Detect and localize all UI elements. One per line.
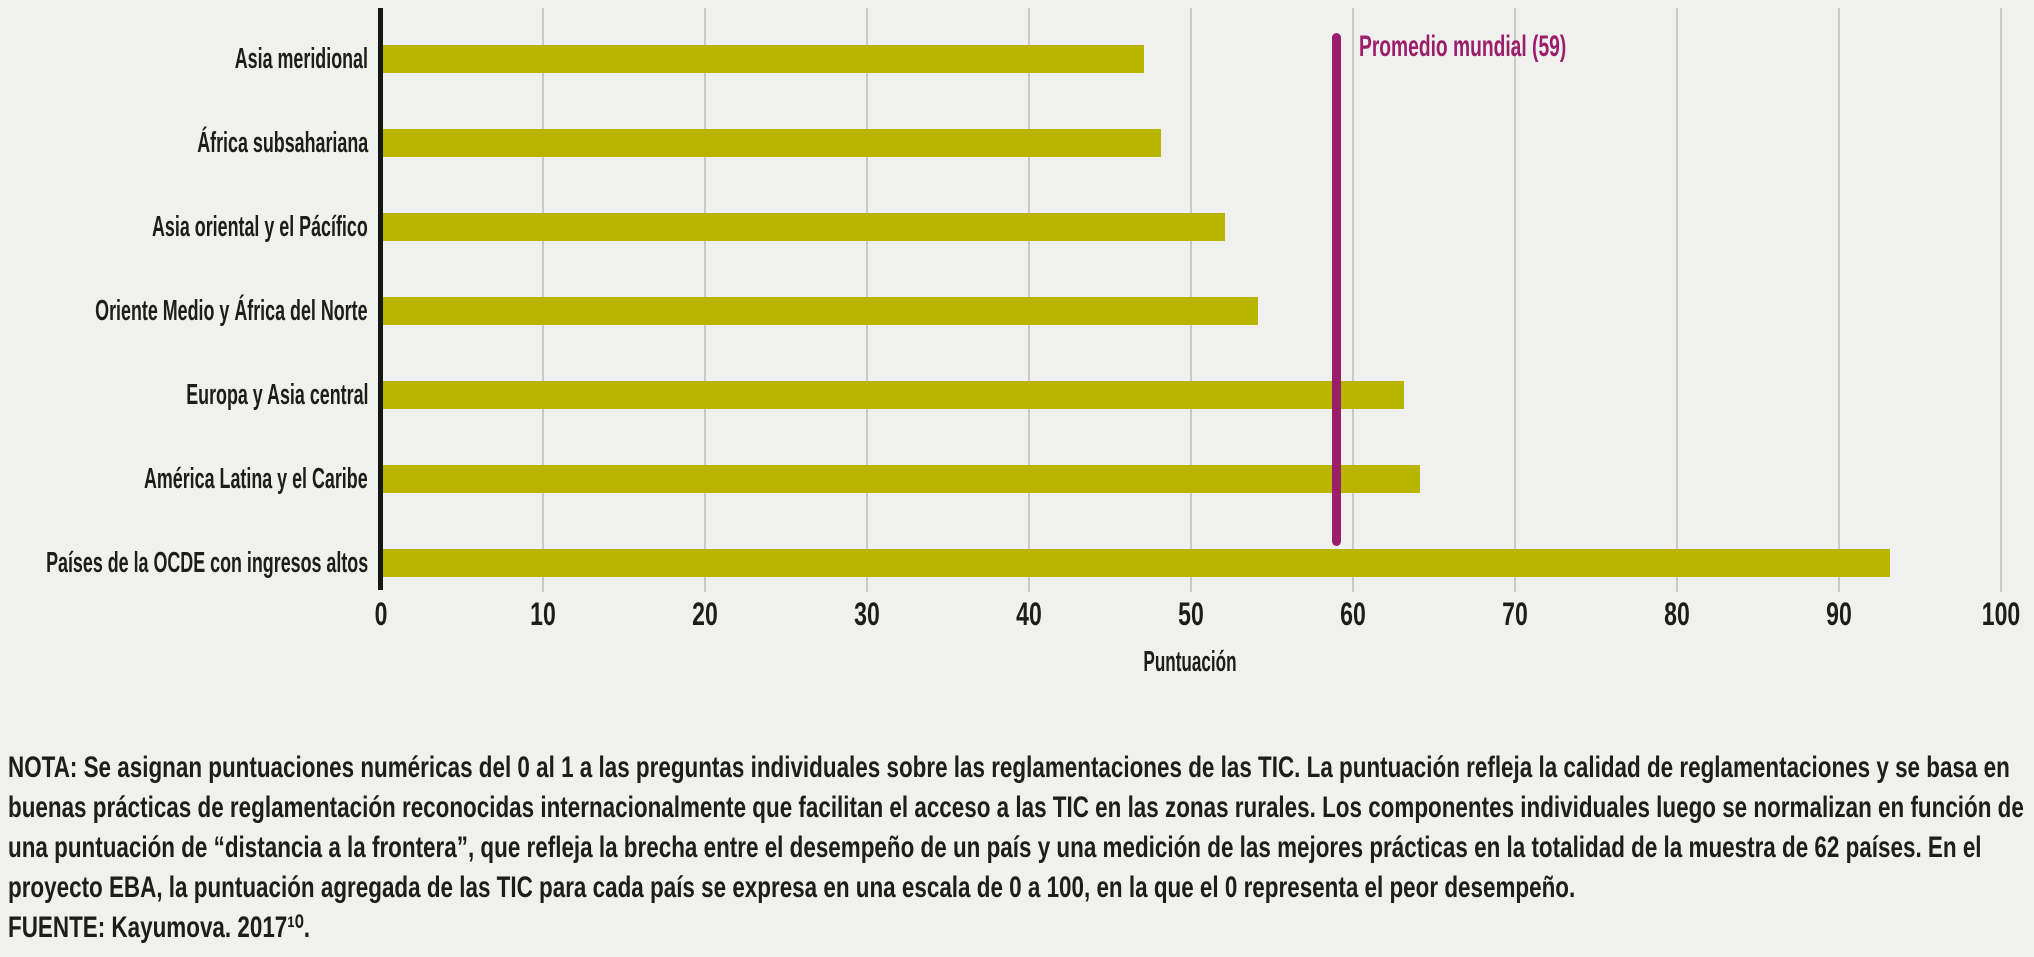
- x-tick-label: 70: [1502, 596, 1528, 632]
- x-tick-label: 80: [1664, 596, 1690, 632]
- x-tick-label: 100: [1981, 596, 2021, 632]
- category-label: América Latina y el Caribe: [144, 463, 368, 495]
- category-label: Países de la OCDE con ingresos altos: [45, 547, 368, 579]
- y-axis-line: [378, 8, 383, 590]
- category-label: Asia meridional: [234, 43, 368, 75]
- gridline: [1352, 8, 1354, 592]
- gridline: [2000, 8, 2002, 592]
- gridline: [1514, 8, 1516, 592]
- gridline: [1838, 8, 1840, 592]
- x-tick-label: 20: [692, 596, 718, 632]
- bar: [383, 129, 1161, 157]
- category-label: Europa y Asia central: [185, 379, 368, 411]
- x-tick-label: 60: [1340, 596, 1366, 632]
- x-tick-label: 40: [1016, 596, 1042, 632]
- category-label: África subsahariana: [196, 127, 368, 159]
- x-axis-title: Puntuación: [1143, 646, 1237, 678]
- note-line: buenas prácticas de reglamentación recon…: [8, 791, 2024, 824]
- reference-line-label: Promedio mundial (59): [1358, 30, 1567, 63]
- bar: [383, 549, 1890, 577]
- gridline: [1676, 8, 1678, 592]
- source-line: FUENTE: Kayumova. 2017¹⁰.: [8, 911, 310, 944]
- x-tick-label: 50: [1178, 596, 1204, 632]
- bar: [383, 45, 1145, 73]
- category-label: Asia oriental y el Pácífico: [152, 211, 368, 243]
- note-block: NOTA: Se asignan puntuaciones numéricas …: [8, 748, 2034, 948]
- note-line: proyecto EBA, la puntuación agregada de …: [8, 871, 1576, 904]
- bar: [383, 465, 1420, 493]
- note-line: una puntuación de “distancia a la fronte…: [8, 831, 1982, 864]
- bar: [383, 381, 1404, 409]
- x-tick-label: 30: [854, 596, 880, 632]
- note-line: NOTA: Se asignan puntuaciones numéricas …: [8, 751, 2010, 784]
- x-tick-label: 90: [1826, 596, 1852, 632]
- category-label: Oriente Medio y África del Norte: [95, 295, 368, 327]
- bar: [383, 297, 1258, 325]
- bar: [383, 213, 1226, 241]
- x-tick-label: 0: [374, 596, 388, 632]
- x-tick-label: 10: [530, 596, 556, 632]
- reference-line: [1332, 33, 1342, 546]
